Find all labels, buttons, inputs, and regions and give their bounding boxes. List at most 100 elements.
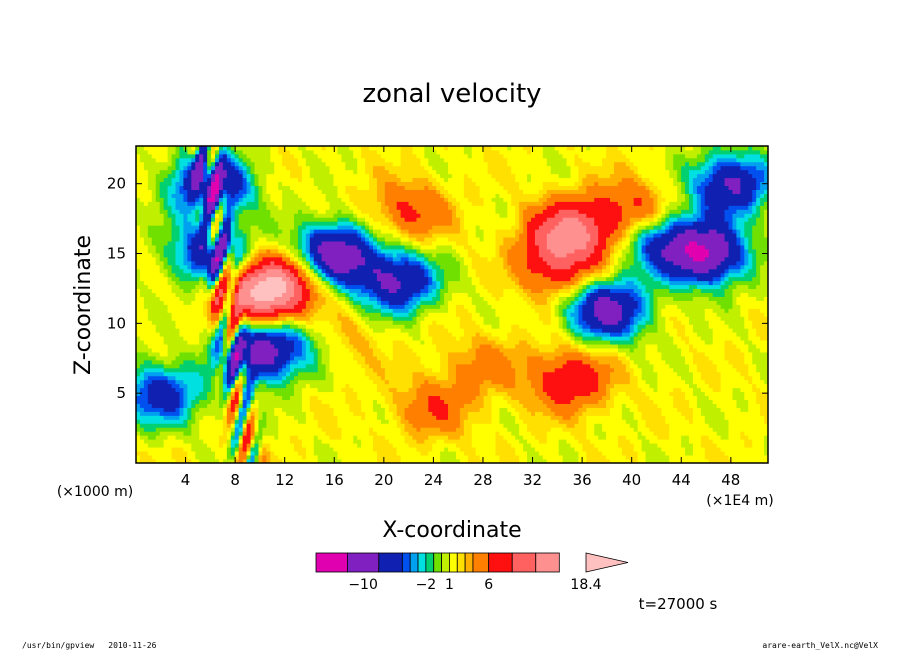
heatmap-cell (211, 431, 216, 436)
heatmap-cell (748, 427, 753, 432)
heatmap-cell (519, 423, 524, 428)
heatmap-cell (495, 407, 500, 412)
heatmap-cell (266, 375, 271, 381)
heatmap-cell (673, 367, 678, 373)
heatmap-cell (625, 359, 631, 365)
heatmap-cell (436, 407, 441, 412)
heatmap-cell (420, 352, 425, 357)
heatmap-cell (606, 415, 611, 420)
heatmap-cell (538, 415, 544, 420)
heatmap-cell (760, 367, 765, 373)
heatmap-cell (448, 447, 453, 452)
heatmap-cell (574, 415, 579, 420)
heatmap-cell (637, 431, 642, 436)
heatmap-cell (736, 371, 741, 377)
heatmap-cell (637, 399, 642, 404)
heatmap-cell (534, 411, 540, 416)
heatmap-cell (325, 443, 330, 448)
heatmap-cell (610, 439, 615, 444)
heatmap-cell (570, 391, 575, 397)
heatmap-cell (574, 367, 579, 373)
heatmap-cell (199, 387, 204, 393)
heatmap-cell (380, 383, 386, 389)
heatmap-cell (329, 387, 334, 393)
heatmap-cell (321, 407, 326, 412)
heatmap-cell (511, 435, 516, 440)
heatmap-cell (582, 443, 587, 448)
heatmap-cell (724, 451, 729, 456)
heatmap-cell (617, 371, 623, 377)
heatmap-cell (748, 379, 753, 385)
heatmap-cell (313, 459, 319, 464)
heatmap-cell (586, 371, 591, 377)
heatmap-cell (361, 379, 366, 385)
heatmap-cell (586, 367, 591, 373)
heatmap-cell (610, 407, 615, 412)
heatmap-cell (720, 419, 725, 424)
heatmap-cell (313, 352, 319, 357)
heatmap-cell (594, 459, 599, 464)
heatmap-cell (199, 423, 204, 428)
heatmap-cell (617, 356, 623, 361)
heatmap-cell (234, 359, 240, 365)
heatmap-cell (187, 435, 192, 440)
heatmap-cell (487, 439, 492, 444)
heatmap-cell (558, 399, 563, 404)
heatmap-cell (349, 367, 354, 373)
heatmap-cell (527, 447, 532, 452)
heatmap-cell (744, 352, 749, 357)
heatmap-cell (641, 423, 646, 428)
heatmap-cell (748, 443, 753, 448)
heatmap-cell (661, 371, 666, 377)
heatmap-cell (586, 439, 591, 444)
heatmap-cell (286, 447, 291, 452)
heatmap-cell (159, 423, 165, 428)
heatmap-cell (689, 367, 694, 373)
heatmap-cell (238, 391, 244, 397)
heatmap-cell (475, 419, 481, 424)
heatmap-cell (534, 348, 540, 353)
heatmap-cell (163, 427, 168, 432)
heatmap-cell (531, 459, 536, 464)
heatmap-cell (732, 356, 737, 361)
heatmap-cell (704, 383, 710, 389)
heatmap-cell (602, 367, 607, 373)
heatmap-cell (222, 371, 228, 377)
heatmap-cell (657, 359, 662, 365)
heatmap-cell (708, 399, 714, 404)
heatmap-cell (136, 459, 141, 464)
heatmap-cell (448, 367, 453, 373)
heatmap-cell (542, 443, 548, 448)
heatmap-cell (167, 455, 172, 460)
heatmap-cell (373, 439, 378, 444)
heatmap-cell (404, 387, 409, 393)
heatmap-cell (242, 451, 247, 456)
heatmap-cell (215, 348, 220, 353)
heatmap-cell (290, 403, 295, 408)
heatmap-cell (764, 399, 769, 404)
heatmap-cell (590, 356, 595, 361)
heatmap-cell (452, 344, 457, 349)
heatmap-cell (534, 375, 540, 381)
heatmap-cell (511, 403, 516, 408)
heatmap-cell (689, 379, 694, 385)
heatmap-cell (752, 411, 757, 416)
heatmap-cell (590, 340, 595, 345)
heatmap-cell (139, 352, 145, 357)
heatmap-cell (689, 419, 694, 424)
heatmap-cell (724, 419, 729, 424)
heatmap-cell (546, 439, 552, 444)
heatmap-cell (708, 383, 714, 389)
heatmap-cell (467, 403, 473, 408)
heatmap-cell (744, 459, 749, 464)
heatmap-cell (337, 451, 342, 456)
heatmap-cell (475, 359, 481, 365)
heatmap-cell (290, 395, 295, 400)
heatmap-cell (246, 356, 251, 361)
heatmap-cell (625, 387, 631, 393)
heatmap-cell (159, 363, 165, 369)
heatmap-cell (183, 395, 188, 400)
heatmap-cell (392, 371, 398, 377)
heatmap-cell (274, 407, 279, 412)
heatmap-cell (499, 431, 504, 436)
